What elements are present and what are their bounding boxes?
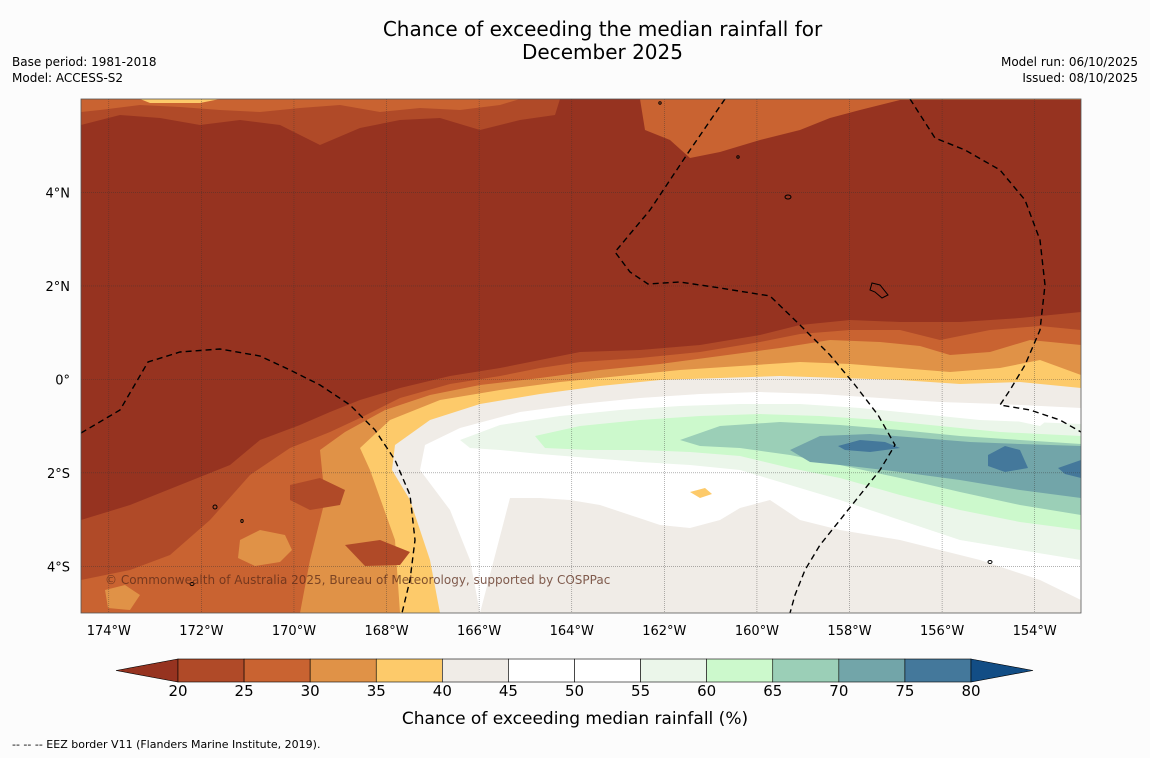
island-outline <box>658 101 662 105</box>
lon-tick-label: 160°W <box>735 624 779 639</box>
lon-tick-label: 156°W <box>920 624 964 639</box>
lon-tick-label: 158°W <box>827 624 871 639</box>
north-band-40-45 <box>140 99 220 103</box>
model-name: Model: ACCESS-S2 <box>12 71 124 85</box>
blob-25-30-b <box>345 540 410 566</box>
colorbar-tick-label: 30 <box>301 682 320 696</box>
colorbar-extend-high <box>970 658 1034 683</box>
lon-tick-label: 174°W <box>87 624 131 639</box>
blob-25-30-a <box>290 478 345 510</box>
probability-field <box>81 99 1081 613</box>
map-frame <box>80 98 1082 614</box>
eez-border-east <box>909 99 1081 433</box>
issued-date: Issued: 08/10/2025 <box>1022 71 1138 85</box>
lon-tick-label: 164°W <box>550 624 594 639</box>
band-80-plus-a <box>838 440 900 452</box>
island-outline <box>784 194 792 200</box>
colorbar-tick-label: 50 <box>565 682 584 696</box>
colorbar-swatch <box>508 658 575 683</box>
run-info: Model run: 06/10/2025 Issued: 08/10/2025 <box>1001 54 1138 86</box>
lon-tick-label: 162°W <box>642 624 686 639</box>
colorbar-tick-label: 45 <box>499 682 518 696</box>
lon-tick-label: 172°W <box>179 624 223 639</box>
colorbar-swatch <box>177 658 245 683</box>
colorbar-swatch <box>574 658 641 683</box>
blob-35-40-a <box>238 530 292 566</box>
colorbar-tick-label: 55 <box>631 682 650 696</box>
chart-title: Chance of exceeding the median rainfall … <box>382 17 823 64</box>
colorbar-swatch <box>442 658 509 683</box>
lon-tick-label: 154°W <box>1013 624 1057 639</box>
colorbar-swatch <box>243 658 311 683</box>
band-80-plus-b <box>988 446 1028 472</box>
lon-tick-label: 166°W <box>457 624 501 639</box>
model-run-date: Model run: 06/10/2025 <box>1000 55 1138 69</box>
colorbar-swatch <box>838 658 906 683</box>
blob-40-45-a <box>690 488 712 498</box>
lat-tick-label: 4°N <box>46 186 71 201</box>
copyright-notice: © Commonwealth of Australia 2025, Bureau… <box>105 573 610 587</box>
north-band-30-35-b <box>640 99 1081 158</box>
blob-50-60-a <box>1012 414 1050 426</box>
colorbar-tick-label: 25 <box>235 682 254 696</box>
colorbar-tick-label: 40 <box>433 682 452 696</box>
forecast-map: © Commonwealth of Australia 2025, Bureau… <box>46 98 1082 639</box>
island-outline <box>736 155 740 159</box>
colorbar-swatch <box>904 658 972 683</box>
base-period: Base period: 1981-2018 <box>12 55 157 69</box>
lat-tick-label: 0° <box>55 373 70 388</box>
graticule <box>81 99 1081 613</box>
colorbar-swatch <box>772 658 840 683</box>
colorbar-extend-low <box>115 658 179 683</box>
lat-tick-label: 4°S <box>47 560 70 575</box>
model-info: Base period: 1981-2018 Model: ACCESS-S2 <box>12 54 157 86</box>
colorbar-tick-label: 35 <box>367 682 386 696</box>
colorbar-tick-label: 80 <box>961 682 980 696</box>
colorbar-tick-label: 75 <box>895 682 914 696</box>
colorbar-swatches <box>115 658 1034 683</box>
island-outline <box>987 560 993 564</box>
eez-border-central <box>614 99 896 613</box>
latitude-labels: 4°N 2°N 0° 2°S 4°S <box>46 186 71 575</box>
colorbar-swatch <box>706 658 774 683</box>
colorbar-tick-label: 70 <box>829 682 848 696</box>
lat-tick-label: 2°N <box>46 280 71 295</box>
colorbar-tick-label: 20 <box>168 682 187 696</box>
island-outline <box>212 504 218 510</box>
band-80-plus-c <box>1058 460 1081 478</box>
colorbar-label: Chance of exceeding median rainfall (%) <box>401 709 749 729</box>
colorbar-tick-label: 65 <box>763 682 782 696</box>
colorbar-swatch <box>640 658 707 683</box>
lon-tick-label: 168°W <box>364 624 408 639</box>
colorbar-swatch <box>375 658 443 683</box>
eez-border-west <box>81 348 416 613</box>
islands <box>189 101 993 586</box>
colorbar: 20 25 30 35 40 45 50 55 60 65 70 75 80 <box>115 658 1034 696</box>
longitude-labels: 174°W 172°W 170°W 168°W 166°W 164°W 162°W 160°W… <box>87 624 1057 639</box>
island-outline <box>189 582 195 586</box>
island-outline <box>869 282 889 299</box>
north-band-25-30 <box>81 99 560 145</box>
island-outline <box>240 519 244 523</box>
blob-35-40-b <box>105 585 140 610</box>
colorbar-tick-label: 60 <box>697 682 716 696</box>
lat-tick-label: 2°S <box>47 467 70 482</box>
colorbar-swatch <box>309 658 377 683</box>
eez-borders <box>81 99 1081 613</box>
lon-tick-label: 170°W <box>272 624 316 639</box>
eez-footnote: -- -- -- EEZ border V11 (Flanders Marine… <box>12 738 321 751</box>
colorbar-tick-labels: 20 25 30 35 40 45 50 55 60 65 70 75 80 <box>168 682 980 696</box>
